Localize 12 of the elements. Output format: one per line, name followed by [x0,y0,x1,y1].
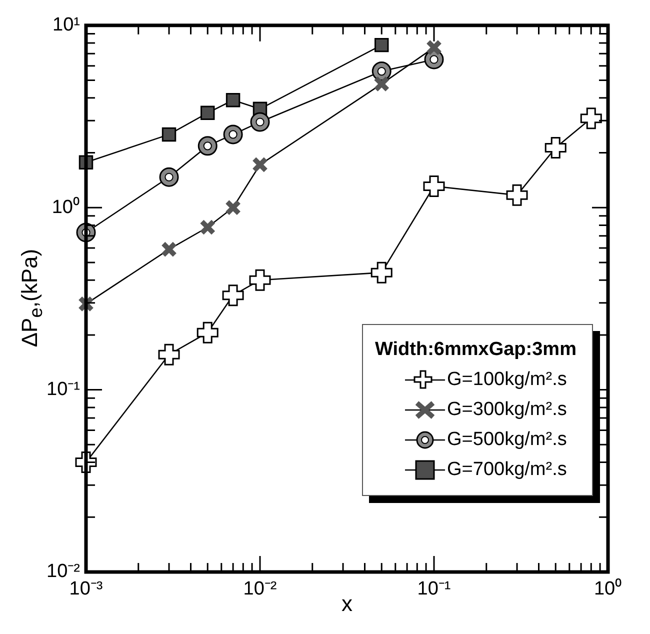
x-tick-label: 10⁻² [243,578,277,600]
x-axis-title: x [342,590,352,616]
legend-label: G=700kg/m².s [447,459,567,481]
legend-label: G=500kg/m².s [447,429,567,451]
y-tick-label: 10¹ [52,14,80,36]
y-tick-label: 10⁰ [52,196,80,218]
legend-title: Width:6mmxGap:3mm [375,339,576,361]
y-tick-label: 10⁻¹ [46,379,80,400]
x-tick-label: 10⁰ [594,578,622,600]
x-tick-label: 10⁻¹ [417,578,451,600]
legend-label: G=100kg/m².s [447,369,567,391]
legend-label: G=300kg/m².s [447,399,567,421]
